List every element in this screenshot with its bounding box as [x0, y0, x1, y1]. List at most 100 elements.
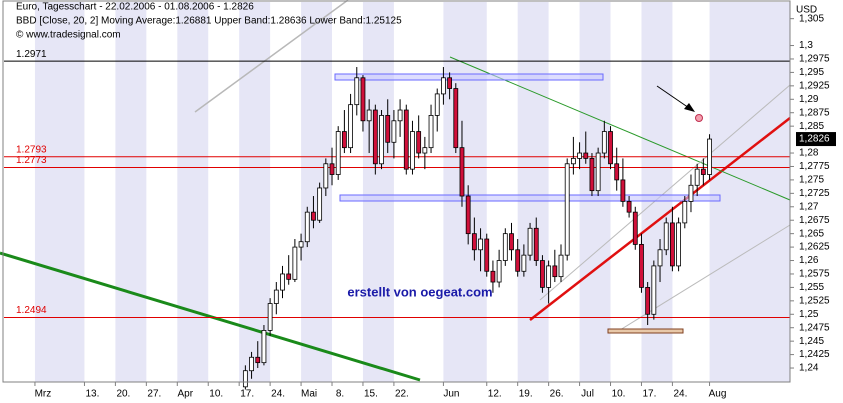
- y-tick-label: 1,2425: [799, 349, 830, 360]
- candle-body: [410, 131, 415, 170]
- y-tick-label: 1,2575: [799, 269, 830, 280]
- week-stripe: [517, 2, 549, 382]
- x-tick-label: 24.: [271, 389, 285, 400]
- candle-body: [502, 233, 508, 261]
- week-stripe: [239, 2, 271, 382]
- trend-line: [529, 117, 791, 321]
- candle-body: [255, 356, 261, 364]
- y-tick-label: 1,26: [799, 255, 819, 266]
- x-tick-label: 10.: [209, 389, 223, 400]
- y-tick-label: 1,2875: [799, 107, 830, 118]
- y-tick-label: 1,2625: [799, 242, 830, 253]
- candle-body: [564, 163, 570, 256]
- y-tick-label: 1,25: [799, 309, 819, 320]
- y-tick-label: 1,28: [799, 148, 819, 159]
- candle-body: [292, 246, 298, 280]
- decorations: [0, 0, 791, 382]
- week-stripe: [362, 2, 394, 382]
- y-tick-label: 1,305: [799, 13, 824, 24]
- candle-body: [354, 77, 360, 106]
- x-tick-label: Jul: [581, 389, 594, 400]
- candle-body: [465, 195, 471, 235]
- candle-body: [447, 77, 453, 89]
- candle-body: [688, 184, 694, 202]
- y-tick-label: 1,295: [799, 67, 824, 78]
- x-tick-label: 8.: [336, 389, 344, 400]
- x-tick-label: 13.: [86, 389, 100, 400]
- candle-body: [267, 303, 273, 331]
- week-stripe: [709, 2, 790, 382]
- x-tick-label: 12.: [488, 389, 502, 400]
- candle-body: [459, 147, 465, 197]
- candle-body: [626, 201, 632, 213]
- candle-body: [601, 131, 607, 154]
- candle-body: [527, 227, 533, 256]
- week-stripe: [177, 2, 209, 382]
- candle-body: [379, 115, 384, 165]
- candle-body: [570, 158, 576, 165]
- candle-body: [670, 222, 675, 267]
- y-tick-label: 1,2675: [799, 215, 830, 226]
- candle-body: [540, 260, 545, 288]
- x-tick-label: Mai: [301, 389, 317, 400]
- y-tick-label: 1,2525: [799, 295, 830, 306]
- candle-body: [552, 265, 558, 278]
- trend-line: [0, 251, 421, 382]
- subtitle: BBD [Close, 20, 2] Moving Average:1.2688…: [16, 16, 402, 27]
- candle-body: [280, 273, 285, 291]
- title: Euro, Tagesschart - 22.02.2006 - 01.08.2…: [16, 2, 254, 13]
- week-stripe: [443, 2, 487, 382]
- plot-frame: [2, 0, 791, 383]
- x-tick-label: 24.: [673, 389, 687, 400]
- candle-body: [589, 158, 595, 192]
- trend-line: [449, 56, 791, 201]
- x-tick-label: 17.: [643, 389, 657, 400]
- candle-body: [273, 289, 279, 304]
- week-stripe: [34, 2, 85, 382]
- y-tick-label: 1,285: [799, 121, 824, 132]
- last-price-label: 1,2826: [799, 134, 830, 145]
- x-tick-label: 22.: [395, 389, 409, 400]
- y-tick-label: 1,245: [799, 336, 824, 347]
- candle-body: [657, 249, 663, 267]
- level-label: 1.2793: [16, 144, 47, 155]
- candle-body: [694, 168, 700, 186]
- candle-body: [700, 168, 706, 175]
- candle-body: [261, 330, 267, 364]
- x-tick-label: 26.: [550, 389, 564, 400]
- candle-body: [608, 131, 613, 165]
- candle-body: [632, 211, 638, 245]
- candle-body: [620, 179, 626, 202]
- watermark: erstellt von oegeat.com: [347, 284, 492, 299]
- candle-body: [707, 138, 712, 175]
- trend-line: [539, 84, 791, 301]
- candle-body: [651, 265, 657, 315]
- week-stripe: [115, 2, 147, 382]
- x-tick-label: 10.: [612, 389, 626, 400]
- candle-body: [583, 152, 589, 159]
- y-tick-label: 1,265: [799, 228, 824, 239]
- y-tick-label: 1,255: [799, 282, 824, 293]
- candle-body: [329, 163, 335, 175]
- candle-body: [577, 152, 582, 159]
- zone: [607, 328, 684, 334]
- candle-body: [403, 109, 409, 170]
- y-tick-label: 1,29: [799, 94, 819, 105]
- candle-body: [311, 211, 316, 221]
- candle-body: [614, 163, 620, 181]
- arrow: [656, 85, 693, 111]
- candle-body: [676, 222, 681, 267]
- candle-body: [335, 131, 341, 175]
- y-tick-label: 1,2775: [799, 161, 830, 172]
- candle-body: [249, 356, 254, 372]
- candle-body: [242, 370, 248, 388]
- y-tick-label: 1,2725: [799, 188, 830, 199]
- candle-body: [416, 131, 422, 154]
- candle-body: [422, 147, 428, 154]
- zone: [339, 194, 721, 202]
- candle-body: [663, 222, 669, 251]
- candle-body: [484, 238, 490, 272]
- y-tick-label: 1,24: [799, 363, 819, 374]
- y-tick-label: 1,2475: [799, 322, 830, 333]
